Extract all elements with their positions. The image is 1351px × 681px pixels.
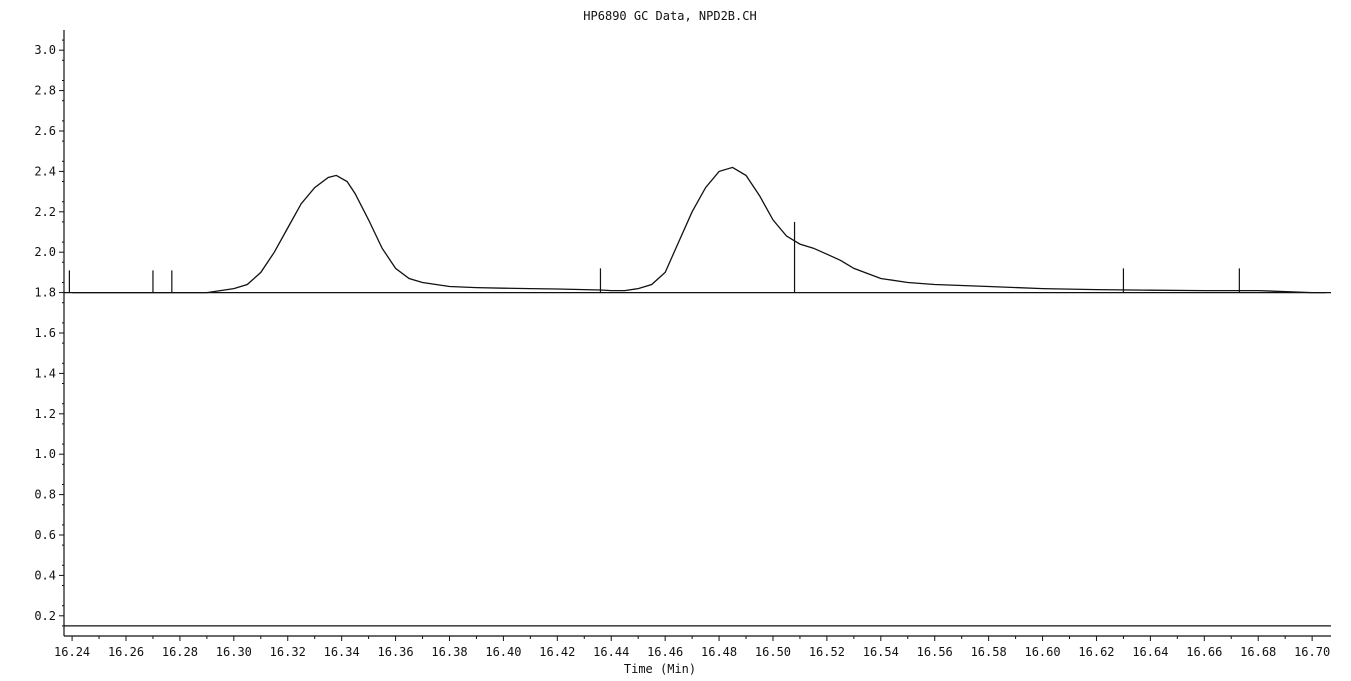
y-tick-label-1: 0.4 [34, 568, 56, 582]
y-tick-label-5: 1.2 [34, 407, 56, 421]
x-tick-label-15: 16.54 [863, 645, 899, 659]
y-tick-label-0: 0.2 [34, 609, 56, 623]
x-tick-label-20: 16.64 [1132, 645, 1168, 659]
x-tick-label-14: 16.52 [809, 645, 845, 659]
x-tick-label-7: 16.38 [431, 645, 467, 659]
y-tick-label-7: 1.6 [34, 326, 56, 340]
x-tick-label-12: 16.48 [701, 645, 737, 659]
x-axis-label: Time (Min) [624, 662, 696, 676]
x-tick-label-19: 16.62 [1078, 645, 1114, 659]
x-tick-label-3: 16.30 [216, 645, 252, 659]
x-tick-label-6: 16.36 [378, 645, 414, 659]
y-tick-label-3: 0.8 [34, 488, 56, 502]
x-tick-label-8: 16.40 [485, 645, 521, 659]
y-tick-label-11: 2.4 [34, 164, 56, 178]
x-tick-label-11: 16.46 [647, 645, 683, 659]
peak-markers [68, 221, 1240, 293]
y-tick-label-8: 1.8 [34, 286, 56, 300]
y-ticks: 0.2 0.4 0.6 0.8 1.0 1.2 1.4 1.6 1.8 2.0 2.2 2.4 2.6 2… [34, 39, 64, 627]
x-tick-label-21: 16.66 [1186, 645, 1222, 659]
x-tick-label-4: 16.32 [270, 645, 306, 659]
series-group [64, 166, 1331, 627]
x-tick-label-13: 16.50 [755, 645, 791, 659]
x-tick-label-1: 16.26 [108, 645, 144, 659]
x-ticks: 16.24 16.26 16.28 16.30 16.32 16.34 16.36 16.38… [54, 636, 1330, 659]
x-tick-label-23: 16.70 [1294, 645, 1330, 659]
y-tick-label-2: 0.6 [34, 528, 56, 542]
x-tick-label-0: 16.24 [54, 645, 90, 659]
y-tick-label-12: 2.6 [34, 124, 56, 138]
y-tick-label-9: 2.0 [34, 245, 56, 259]
chart-title: HP6890 GC Data, NPD2B.CH [583, 9, 756, 23]
y-tick-label-6: 1.4 [34, 366, 56, 380]
x-tick-label-16: 16.56 [917, 645, 953, 659]
x-tick-label-5: 16.34 [324, 645, 360, 659]
y-tick-label-4: 1.0 [34, 447, 56, 461]
x-tick-label-2: 16.28 [162, 645, 198, 659]
x-tick-label-17: 16.58 [971, 645, 1007, 659]
y-tick-label-10: 2.2 [34, 205, 56, 219]
y-tick-label-13: 2.8 [34, 84, 56, 98]
series-line-0 [72, 166, 1326, 294]
x-tick-label-10: 16.44 [593, 645, 629, 659]
x-tick-label-18: 16.60 [1024, 645, 1060, 659]
y-tick-label-14: 3.0 [34, 43, 56, 57]
x-tick-label-9: 16.42 [539, 645, 575, 659]
x-tick-label-22: 16.68 [1240, 645, 1276, 659]
